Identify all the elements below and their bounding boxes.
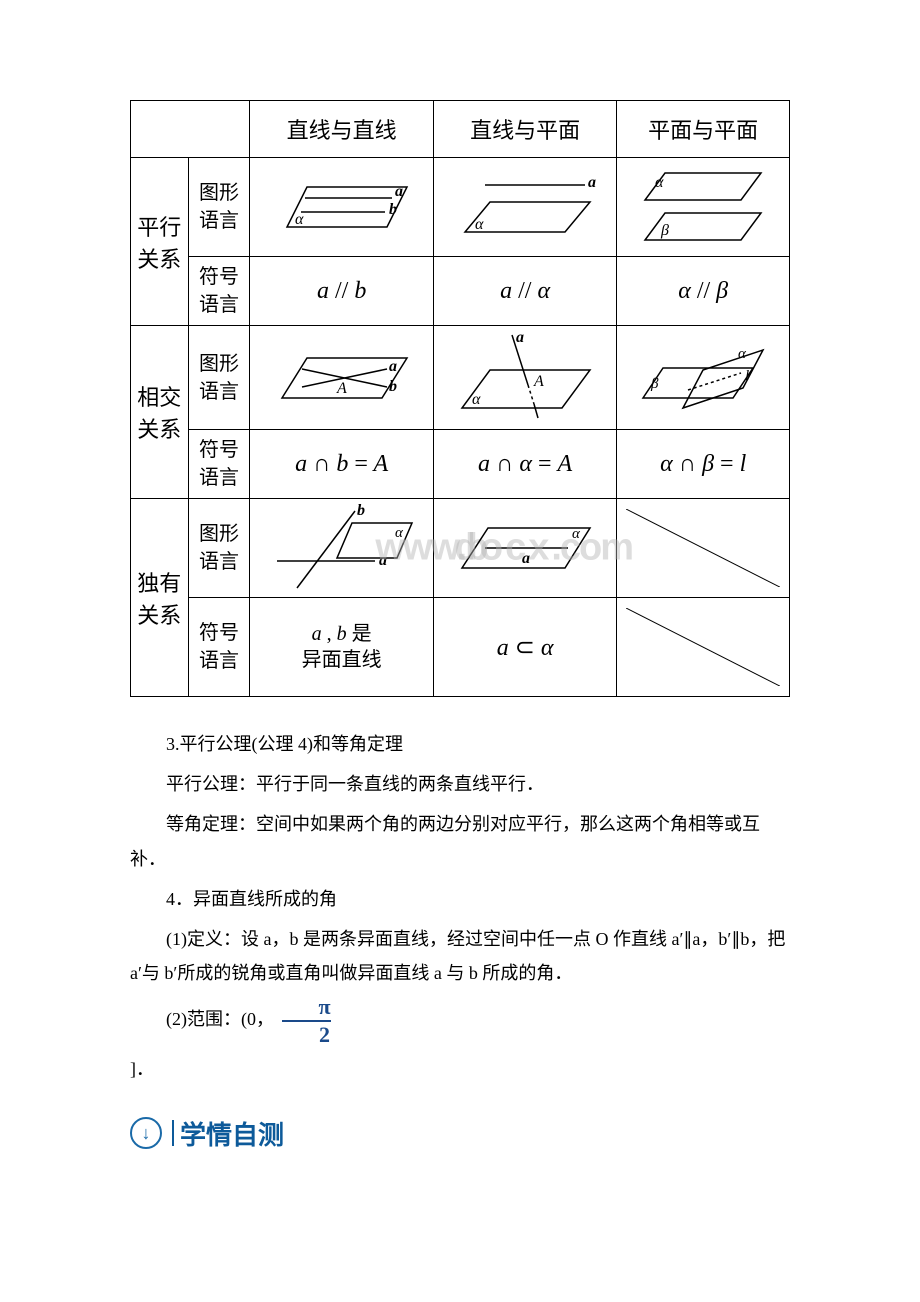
parallel-plane-plane-figure: α β [617, 158, 790, 257]
svg-text:α: α [475, 216, 484, 233]
intersect-lp-symbol: a ∩ α = A [433, 430, 616, 499]
svg-text:α: α [295, 211, 304, 228]
svg-text:α: α [572, 526, 581, 542]
unique-ll-icon: a b α [267, 503, 417, 593]
unique-ll-symbol: a , b 是 异面直线 [250, 598, 433, 697]
parallel-figure-label: 图形语言 [188, 158, 250, 257]
svg-text:α: α [655, 174, 664, 191]
svg-text:a: a [389, 358, 397, 375]
unique-figure-row: 独有关系 图形语言 www.b a b α docx.com a [131, 499, 790, 598]
svg-text:β: β [660, 222, 669, 239]
parallel-symbol-row: 符号语言 a // b a // α α // β [131, 257, 790, 326]
intersect-pp-icon: α β l [633, 338, 773, 418]
intersect-ll-icon: a b A [267, 343, 417, 413]
parallel-symbol-label: 符号语言 [188, 257, 250, 326]
svg-text:a: a [522, 550, 530, 567]
svg-text:α: α [472, 391, 481, 408]
intersect-symbol-label: 符号语言 [188, 430, 250, 499]
para-range: (2)范围：(0， π 2 [130, 996, 790, 1046]
parallel-lp-symbol: a // α [433, 257, 616, 326]
fraction-numerator: π [282, 996, 330, 1020]
parallel-line-line-figure: a b α [250, 158, 433, 257]
intersect-label: 相交关系 [131, 326, 189, 499]
unique-plane-plane-empty-bot [617, 598, 790, 697]
svg-text:b: b [357, 503, 365, 519]
intersect-line-line-figure: a b A [250, 326, 433, 430]
svg-text:β: β [650, 376, 659, 392]
header-line-plane: 直线与平面 [433, 101, 616, 158]
section-title-b: 自测 [232, 1120, 284, 1150]
para-range-close: ]． [130, 1052, 790, 1086]
unique-plane-plane-empty-top [617, 499, 790, 598]
parallel-pp-icon: α β [633, 165, 773, 250]
intersect-figure-row: 相交关系 图形语言 a b A a A [131, 326, 790, 430]
intersect-ll-symbol: a ∩ b = A [250, 430, 433, 499]
pi-over-2-fraction: π 2 [278, 996, 334, 1046]
unique-symbol-row: 符号语言 a , b 是 异面直线 a ⊂ α [131, 598, 790, 697]
header-line-line: 直线与直线 [250, 101, 433, 158]
parallel-line-plane-figure: a α [433, 158, 616, 257]
table-header-row: 直线与直线 直线与平面 平面与平面 [131, 101, 790, 158]
unique-symbol-label: 符号语言 [188, 598, 250, 697]
unique-label: 独有关系 [131, 499, 189, 697]
header-blank [131, 101, 250, 158]
svg-text:α: α [395, 525, 404, 541]
unique-lp-icon: a α [450, 513, 600, 583]
intersect-plane-plane-figure: α β l [617, 326, 790, 430]
unique-lp-symbol: a ⊂ α [433, 598, 616, 697]
intersect-figure-label: 图形语言 [188, 326, 250, 430]
range-prefix: (2)范围：(0， [166, 1009, 274, 1029]
svg-text:A: A [533, 373, 544, 390]
para-equal-angle: 等角定理：空间中如果两个角的两边分别对应平行，那么这两个角相等或互补． [130, 807, 790, 875]
header-plane-plane: 平面与平面 [617, 101, 790, 158]
section-title-a: 学情 [180, 1120, 232, 1150]
intersect-symbol-row: 符号语言 a ∩ b = A a ∩ α = A α ∩ β = l [131, 430, 790, 499]
para-skew-title: 4．异面直线所成的角 [130, 882, 790, 916]
section-header: ↓ 学情自测 [130, 1115, 790, 1152]
svg-text:α: α [738, 346, 747, 362]
section-title: 学情自测 [180, 1115, 284, 1152]
unique-line-plane-figure: docx.com a α [433, 499, 616, 598]
parallel-ll-symbol: a // b [250, 257, 433, 326]
page-content: 直线与直线 直线与平面 平面与平面 平行关系 图形语言 a b α [0, 0, 920, 1212]
intersect-line-plane-figure: a A α [433, 326, 616, 430]
parallel-lp-icon: a α [450, 167, 600, 247]
svg-text:a: a [516, 330, 524, 346]
svg-text:l: l [745, 368, 749, 384]
parallel-ll-icon: a b α [267, 172, 417, 242]
para-skew-def: (1)定义：设 a，b 是两条异面直线，经过空间中任一点 O 作直线 a′∥a，… [130, 922, 790, 990]
unique-line-line-figure: www.b a b α [250, 499, 433, 598]
svg-text:b: b [389, 201, 397, 218]
fraction-denominator: 2 [282, 1020, 330, 1046]
svg-text:a: a [379, 552, 387, 569]
svg-text:a: a [588, 174, 596, 191]
parallel-pp-symbol: α // β [617, 257, 790, 326]
parallel-label: 平行关系 [131, 158, 189, 326]
svg-text:b: b [389, 378, 397, 395]
para-parallel-axiom: 平行公理：平行于同一条直线的两条直线平行． [130, 767, 790, 801]
svg-text:A: A [336, 380, 347, 397]
parallel-figure-row: 平行关系 图形语言 a b α a α [131, 158, 790, 257]
unique-figure-label: 图形语言 [188, 499, 250, 598]
diagonal-line-icon [626, 608, 780, 686]
down-arrow-circle-icon: ↓ [130, 1117, 162, 1149]
intersect-lp-icon: a A α [450, 330, 600, 425]
intersect-pp-symbol: α ∩ β = l [617, 430, 790, 499]
section-divider [172, 1120, 174, 1146]
para-axiom-title: 3.平行公理(公理 4)和等角定理 [130, 727, 790, 761]
diagonal-line-icon [626, 509, 780, 587]
svg-text:a: a [395, 183, 403, 200]
geometry-relations-table: 直线与直线 直线与平面 平面与平面 平行关系 图形语言 a b α [130, 100, 790, 697]
